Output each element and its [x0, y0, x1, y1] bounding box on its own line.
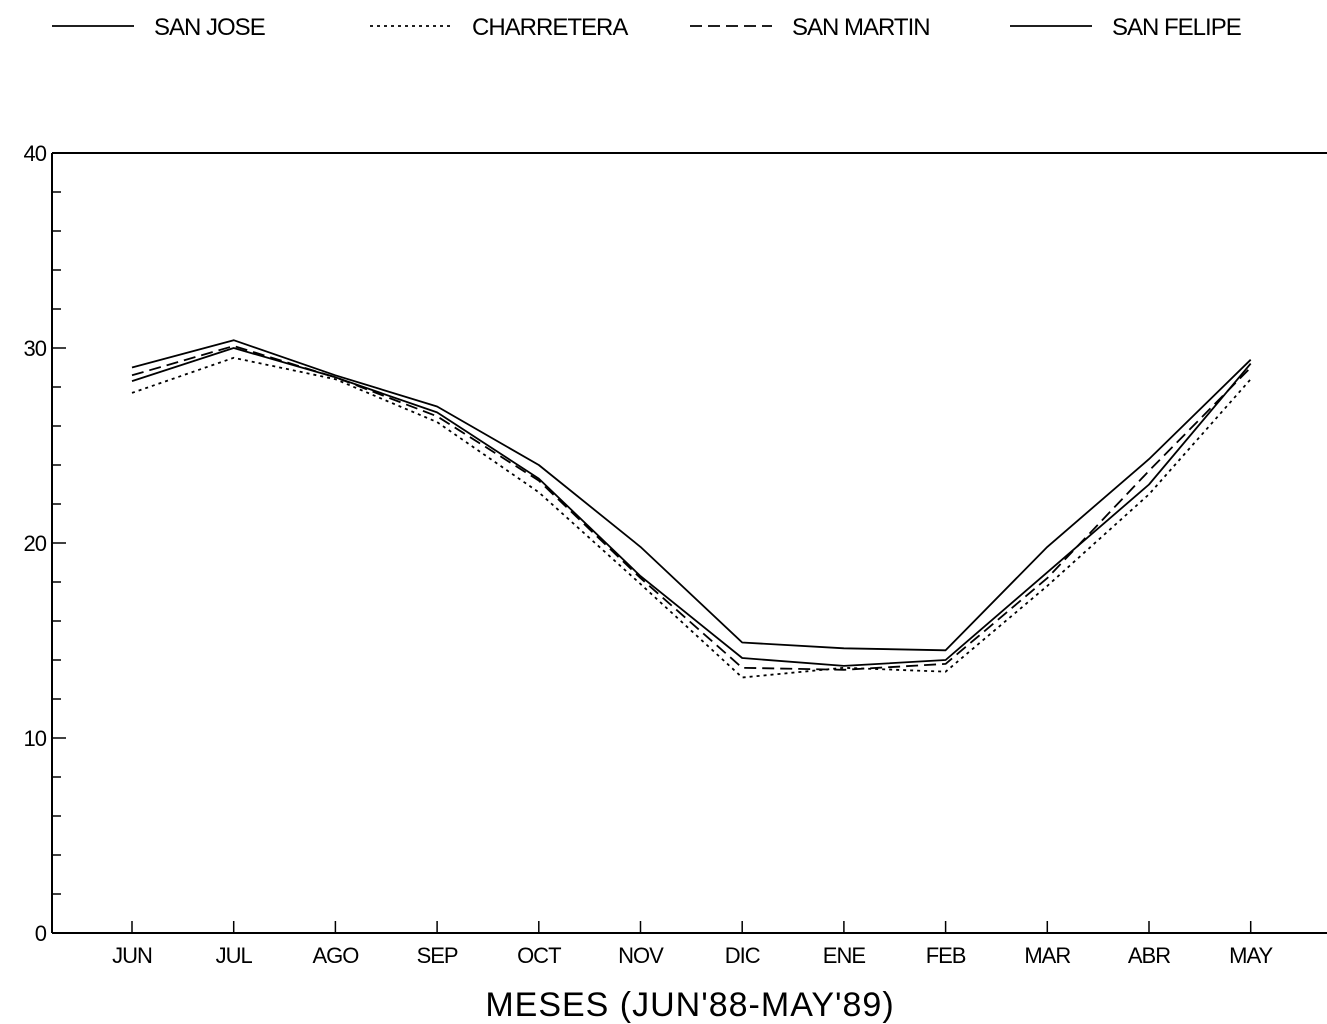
- legend: SAN JOSE CHARRETERA SAN MARTIN SAN FELIPE: [52, 14, 1242, 41]
- y-tick-label: 10: [24, 726, 47, 751]
- x-tick-label: NOV: [618, 943, 664, 968]
- x-tick-label: MAY: [1229, 943, 1273, 968]
- series-line-san-jose: [131, 347, 1252, 667]
- x-axis-title: MESES (JUN'88-MAY'89): [485, 986, 894, 1024]
- x-tick-label: ABR: [1128, 943, 1170, 968]
- legend-label: CHARRETERA: [472, 14, 628, 41]
- x-tick-label: ENE: [823, 943, 866, 968]
- y-tick-label: 0: [35, 921, 47, 946]
- y-tick-label: 20: [24, 531, 47, 556]
- legend-label: SAN MARTIN: [792, 14, 930, 41]
- axes: [51, 152, 1327, 934]
- x-tick-label: AGO: [312, 943, 359, 968]
- series-line-san-felipe: [131, 339, 1252, 652]
- series-line-charretera: [131, 356, 1252, 679]
- x-tick-label: SEP: [417, 943, 458, 968]
- legend-label: SAN JOSE: [154, 14, 265, 41]
- x-tick-label: FEB: [926, 943, 966, 968]
- x-ticks: JUN JUL AGO SEP OCT NOV DIC ENE FEB MAR ABR MAY: [112, 921, 1275, 968]
- series-line-san-martin: [131, 345, 1252, 671]
- x-tick-label: JUN: [112, 943, 152, 968]
- y-tick-label: 30: [24, 336, 47, 361]
- x-tick-label: JUL: [216, 943, 253, 968]
- legend-label: SAN FELIPE: [1112, 14, 1241, 41]
- x-tick-label: DIC: [725, 943, 761, 968]
- y-ticks: 0 10 20 30 40: [24, 141, 66, 946]
- x-tick-label: MAR: [1024, 943, 1070, 968]
- series-group: [131, 339, 1252, 679]
- x-tick-label: OCT: [517, 943, 561, 968]
- y-tick-label: 40: [24, 141, 47, 166]
